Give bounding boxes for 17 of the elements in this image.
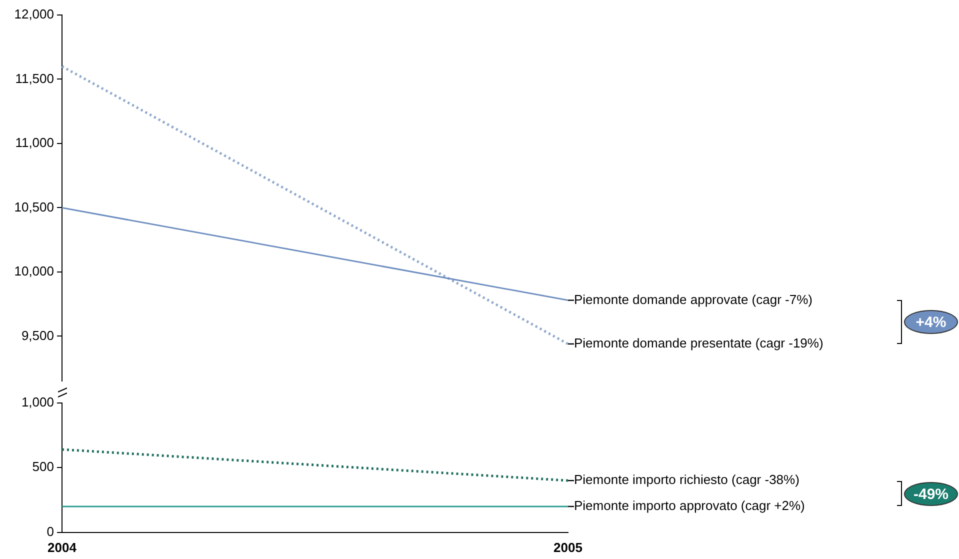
x-tick-label: 2005	[554, 540, 582, 555]
series-label: Piemonte domande presentate (cagr -19%)	[574, 336, 824, 351]
text: +4%	[904, 310, 958, 334]
y-tick-label: 500	[32, 459, 54, 474]
y-tick-label: 9,500	[21, 328, 54, 343]
y-tick-label: 0	[46, 524, 54, 539]
y-tick-label: 11,500	[15, 70, 54, 86]
x-tick-label: 2004	[48, 540, 78, 555]
series-label: Piemonte domande approvate (cagr -7%)	[574, 292, 812, 307]
y-tick-label: 10,500	[14, 199, 54, 214]
y-tick-label: 1,000	[21, 394, 54, 410]
y-tick-label: 10,000	[14, 264, 54, 279]
series-label: Piemonte importo richiesto (cagr -38%)	[574, 472, 800, 488]
text: -49%	[904, 482, 958, 506]
y-tick-label: 12,000	[14, 6, 54, 22]
series-label: Piemonte importo approvato (cagr +2%)	[574, 498, 805, 514]
y-tick-label: 11,000	[15, 135, 54, 150]
